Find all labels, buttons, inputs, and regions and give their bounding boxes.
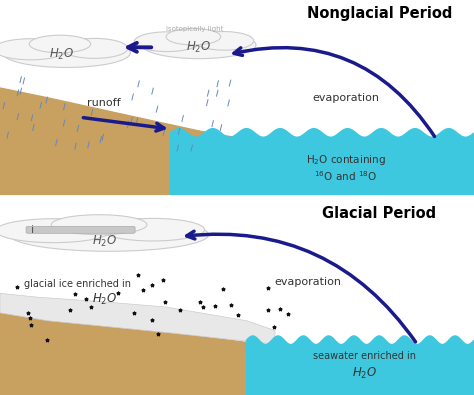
Point bbox=[159, 276, 166, 283]
Point bbox=[66, 307, 74, 314]
Ellipse shape bbox=[29, 35, 91, 53]
FancyBboxPatch shape bbox=[26, 226, 135, 233]
Point bbox=[148, 317, 155, 324]
Text: runoff: runoff bbox=[88, 98, 121, 107]
Ellipse shape bbox=[134, 32, 200, 51]
Point bbox=[25, 310, 32, 317]
Text: evaporation: evaporation bbox=[274, 276, 342, 287]
Point bbox=[284, 310, 292, 317]
Ellipse shape bbox=[142, 31, 256, 59]
Point bbox=[82, 296, 90, 302]
Polygon shape bbox=[246, 350, 474, 395]
Point bbox=[114, 290, 122, 296]
Point bbox=[219, 286, 227, 292]
Ellipse shape bbox=[61, 38, 128, 58]
Text: Glacial Period: Glacial Period bbox=[322, 206, 436, 221]
Point bbox=[264, 307, 272, 313]
Point bbox=[13, 284, 20, 290]
Ellipse shape bbox=[0, 219, 111, 243]
Point bbox=[271, 324, 278, 330]
Ellipse shape bbox=[194, 32, 254, 50]
Point bbox=[44, 337, 51, 343]
Point bbox=[88, 304, 95, 310]
Point bbox=[71, 291, 79, 297]
Point bbox=[139, 287, 146, 293]
Point bbox=[155, 331, 162, 337]
Ellipse shape bbox=[0, 39, 68, 60]
Point bbox=[264, 285, 272, 292]
Ellipse shape bbox=[101, 218, 205, 241]
Ellipse shape bbox=[9, 218, 209, 251]
Text: seawater enriched in: seawater enriched in bbox=[313, 351, 417, 361]
Polygon shape bbox=[246, 336, 474, 395]
Point bbox=[148, 282, 156, 288]
Point bbox=[162, 299, 169, 306]
Text: H$_2$O: H$_2$O bbox=[91, 292, 117, 307]
Polygon shape bbox=[0, 293, 275, 344]
Text: evaporation: evaporation bbox=[312, 93, 380, 103]
Point bbox=[134, 271, 142, 278]
Point bbox=[196, 299, 203, 305]
Text: i: i bbox=[31, 225, 34, 235]
Point bbox=[234, 312, 242, 318]
Ellipse shape bbox=[51, 215, 147, 235]
Text: H$_2$O: H$_2$O bbox=[49, 47, 74, 62]
Point bbox=[130, 310, 138, 316]
Polygon shape bbox=[171, 129, 474, 196]
Text: glacial ice enriched in: glacial ice enriched in bbox=[24, 278, 131, 289]
Text: Nonglacial Period: Nonglacial Period bbox=[307, 6, 452, 21]
Point bbox=[27, 322, 35, 329]
Point bbox=[199, 304, 207, 310]
Text: H$_2$O: H$_2$O bbox=[186, 40, 212, 55]
Text: H$_2$O: H$_2$O bbox=[352, 366, 378, 381]
Text: $^{16}$O and $^{18}$O: $^{16}$O and $^{18}$O bbox=[314, 169, 378, 183]
Point bbox=[228, 302, 235, 308]
Ellipse shape bbox=[2, 38, 130, 68]
Text: H$_2$O: H$_2$O bbox=[91, 234, 117, 249]
Text: H$_2$O containing: H$_2$O containing bbox=[306, 153, 386, 167]
Point bbox=[276, 306, 283, 312]
Polygon shape bbox=[0, 313, 474, 395]
Point bbox=[26, 314, 34, 321]
Polygon shape bbox=[171, 143, 474, 196]
Polygon shape bbox=[0, 88, 474, 196]
Text: isotopically light: isotopically light bbox=[165, 26, 223, 32]
Point bbox=[211, 303, 219, 309]
Point bbox=[176, 307, 184, 313]
Ellipse shape bbox=[166, 28, 221, 45]
